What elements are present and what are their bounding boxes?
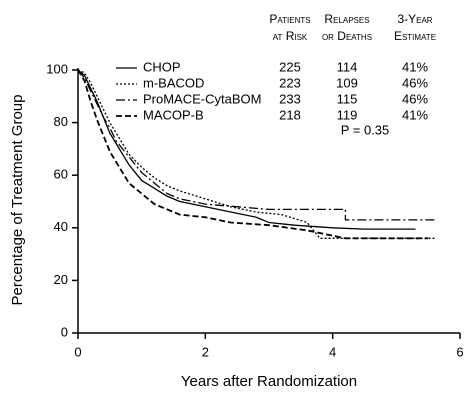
column-header: Estimate <box>394 29 436 43</box>
at-risk: 223 <box>279 75 301 90</box>
x-tick-label: 6 <box>456 344 463 359</box>
at-risk: 233 <box>279 91 301 106</box>
estimate: 46% <box>402 75 428 90</box>
legend-label: ProMACE-CytaBOM <box>143 91 261 106</box>
estimate: 46% <box>402 91 428 106</box>
at-risk: 218 <box>279 107 301 122</box>
survival-curve <box>77 69 429 240</box>
x-tick-label: 4 <box>329 344 336 359</box>
y-tick-label: 100 <box>46 61 68 76</box>
events: 114 <box>337 59 358 74</box>
legend-label: MACOP-B <box>143 107 204 122</box>
events: 119 <box>337 107 358 122</box>
column-header: 3-Year <box>397 12 432 26</box>
events: 115 <box>337 91 358 106</box>
y-tick-label: 20 <box>54 272 68 287</box>
estimate: 41% <box>402 59 428 74</box>
y-tick-label: 80 <box>54 114 68 129</box>
column-header: Relapses <box>324 12 369 26</box>
y-tick-label: 0 <box>61 324 68 339</box>
survival-curve <box>77 69 416 230</box>
x-tick-label: 2 <box>202 344 209 359</box>
events: 109 <box>336 75 358 90</box>
at-risk: 225 <box>279 59 301 74</box>
y-tick-label: 40 <box>54 219 68 234</box>
column-header: at Risk <box>273 29 308 43</box>
y-axis-label: Percentage of Treatment Group <box>9 95 26 306</box>
column-header: or Deaths <box>322 29 372 43</box>
x-axis-label: Years after Randomization <box>181 373 357 390</box>
column-header: Patients <box>269 12 310 26</box>
legend-label: CHOP <box>143 59 181 74</box>
p-value: P = 0.35 <box>341 122 390 137</box>
y-tick-label: 60 <box>54 167 68 182</box>
legend-label: m-BACOD <box>143 75 204 90</box>
x-tick-label: 0 <box>74 344 81 359</box>
survival-curve <box>77 69 435 221</box>
estimate: 41% <box>402 107 428 122</box>
